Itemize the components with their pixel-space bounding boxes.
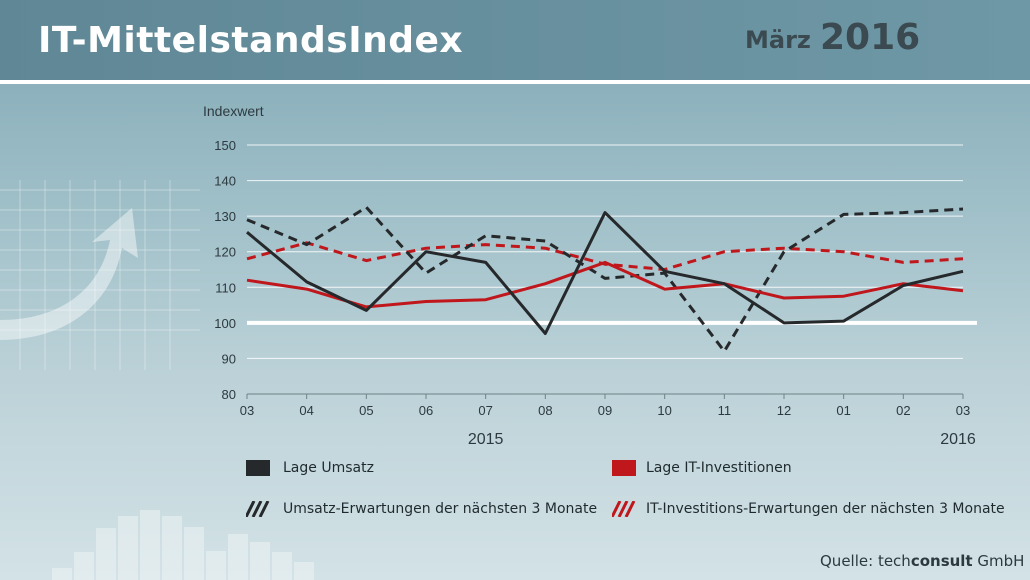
x-tick-label: 05 [359, 403, 373, 418]
y-tick-label: 80 [222, 387, 236, 402]
x-tick-label: 04 [299, 403, 313, 418]
source-brand-light: tech [877, 552, 911, 570]
x-tick-label: 09 [598, 403, 612, 418]
x-tick-label: 07 [478, 403, 492, 418]
y-tick-label: 100 [214, 316, 236, 331]
grid [247, 144, 963, 395]
y-tick-label: 140 [214, 174, 236, 189]
source-credit: Quelle: techconsult GmbH [820, 552, 1024, 570]
page-title: IT-MittelstandsIndex [38, 20, 464, 61]
legend-label-it-investitions-erwartungen: IT-Investitions-Erwartungen der nächsten… [646, 501, 1005, 517]
x-tick-label: 01 [836, 403, 850, 418]
header-divider [0, 80, 1030, 84]
x-tick-label: 11 [718, 403, 732, 418]
y-tick-label: 90 [222, 351, 236, 366]
source-suffix: GmbH [972, 552, 1025, 570]
x-tick-label: 03 [956, 403, 970, 418]
y-axis-ticks: 80 90 100 110 120 130 140 150 [214, 138, 236, 402]
series-line-2 [246, 205, 964, 353]
legend-swatch-lage-umsatz [246, 460, 270, 476]
year-labels: 2015 2016 [468, 431, 976, 448]
series-lines [246, 205, 964, 353]
x-tick-label: 06 [419, 403, 433, 418]
y-tick-label: 150 [214, 138, 236, 153]
x-tick-label: 10 [657, 403, 671, 418]
legend-label-umsatz-erwartungen: Umsatz-Erwartungen der nächsten 3 Monate [283, 501, 598, 517]
x-axis-ticks: 03 04 05 06 07 08 09 10 11 12 01 02 03 [240, 394, 970, 418]
arrow-up-icon [0, 208, 138, 340]
source-brand-bold: consult [910, 552, 973, 570]
x-tick-label: 03 [240, 403, 254, 418]
decorative-background [0, 180, 314, 580]
y-tick-label: 120 [214, 245, 236, 260]
x-tick-label: 08 [538, 403, 552, 418]
year-label: 2015 [468, 431, 504, 448]
legend-swatch-umsatz-erwartungen [246, 501, 270, 517]
legend-swatch-lage-it-investitionen [612, 460, 636, 476]
series-line-1 [246, 260, 964, 309]
x-tick-label: 12 [777, 403, 791, 418]
y-axis-label: Indexwert [203, 103, 264, 119]
year-label: 2016 [940, 431, 976, 448]
legend-swatch-it-investitions-erwartungen [612, 501, 636, 517]
y-tick-label: 130 [214, 209, 236, 224]
legend-label-lage-it-investitionen: Lage IT-Investitionen [646, 460, 792, 476]
source-prefix: Quelle: [820, 552, 878, 570]
series-line-0 [246, 211, 964, 335]
legend-label-lage-umsatz: Lage Umsatz [283, 460, 374, 476]
series-line-3 [246, 241, 964, 271]
y-tick-label: 110 [215, 280, 236, 295]
x-tick-label: 02 [896, 403, 910, 418]
header-banner [0, 0, 1030, 80]
date-year: 2016 [820, 17, 921, 58]
date-month: März [745, 26, 811, 54]
